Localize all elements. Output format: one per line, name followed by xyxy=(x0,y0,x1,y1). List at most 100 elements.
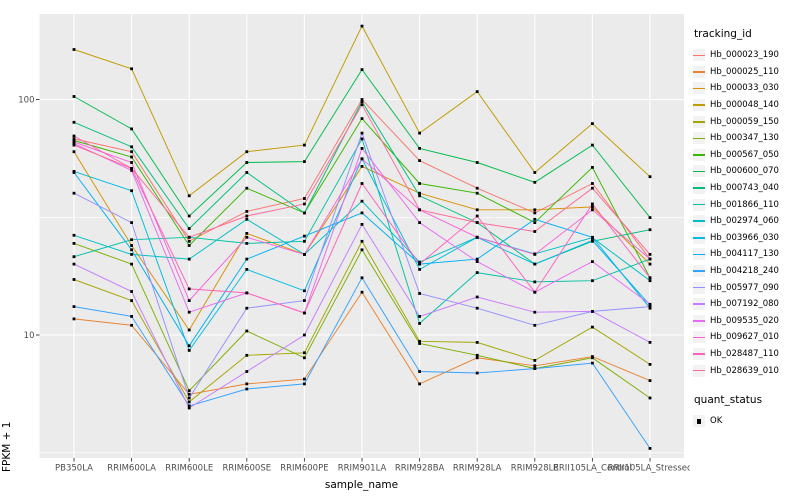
legend-entry-label: Hb_000059_150 xyxy=(710,116,779,127)
legend-key-swatch xyxy=(693,347,705,360)
data-point xyxy=(130,299,133,302)
x-tick-label: RRIM928LA xyxy=(453,464,502,474)
data-point xyxy=(360,239,364,243)
quant-legend-key xyxy=(693,415,705,428)
y-tick-label: 10 xyxy=(24,331,35,341)
data-point xyxy=(72,48,76,51)
legend-line-icon xyxy=(693,336,705,339)
legend-key-swatch xyxy=(693,265,705,278)
data-point xyxy=(360,157,364,161)
data-point xyxy=(475,90,479,93)
data-point xyxy=(475,161,479,164)
data-point xyxy=(418,182,421,185)
data-point xyxy=(187,310,191,314)
legend-key-swatch xyxy=(693,65,705,78)
data-point xyxy=(245,186,249,190)
legend-key-swatch xyxy=(693,298,705,311)
legend-entry-Hb_000025_110: Hb_000025_110 xyxy=(693,64,799,81)
data-point xyxy=(360,223,364,226)
legend-line-icon xyxy=(693,154,705,156)
legend-entry-label: Hb_028639_010 xyxy=(710,365,779,376)
data-point xyxy=(72,242,76,245)
data-point xyxy=(187,328,191,332)
data-point xyxy=(418,194,421,198)
data-point xyxy=(72,171,76,174)
tracking-legend-title: tracking_id xyxy=(694,28,752,40)
data-point xyxy=(648,447,652,450)
line-chart-canvas: PB350LA RRIM600LA RRIM600LE RRIM600SE RRIM60… xyxy=(18,14,690,474)
legend-key-swatch xyxy=(693,99,705,112)
data-point xyxy=(130,238,133,242)
data-point xyxy=(418,339,421,343)
data-point xyxy=(475,208,479,212)
data-point xyxy=(591,205,594,209)
legend-entry-Hb_000600_070: Hb_000600_070 xyxy=(693,163,799,180)
data-point xyxy=(187,244,191,247)
data-point xyxy=(591,239,594,242)
data-point xyxy=(475,260,479,263)
data-point xyxy=(360,117,364,120)
data-point xyxy=(533,180,537,184)
data-point xyxy=(591,122,594,125)
legend-key-swatch xyxy=(693,115,705,128)
data-point xyxy=(591,310,594,313)
data-point xyxy=(533,290,537,294)
data-point xyxy=(418,221,421,224)
data-point xyxy=(303,299,306,302)
legend-entry-Hb_000347_130: Hb_000347_130 xyxy=(693,130,799,147)
data-point xyxy=(648,302,652,306)
legend-line-icon xyxy=(693,137,705,140)
data-point xyxy=(648,341,652,344)
data-point xyxy=(130,221,133,224)
data-point xyxy=(130,290,133,293)
legend-entry-Hb_028639_010: Hb_028639_010 xyxy=(693,362,799,379)
legend-line-icon xyxy=(693,320,705,322)
legend-entry-label: Hb_000033_030 xyxy=(710,83,779,94)
data-point xyxy=(418,382,421,386)
data-point xyxy=(533,221,537,224)
data-point xyxy=(187,400,191,404)
data-point xyxy=(245,242,249,245)
data-point xyxy=(130,161,133,164)
data-point xyxy=(303,382,306,386)
data-point xyxy=(130,169,133,172)
data-point xyxy=(360,199,364,203)
legend-entry-label: Hb_000347_130 xyxy=(710,133,779,144)
data-point xyxy=(130,248,133,252)
data-point xyxy=(648,363,652,366)
legend-entry-Hb_000023_190: Hb_000023_190 xyxy=(693,47,799,64)
data-point xyxy=(187,227,191,230)
data-point xyxy=(591,235,594,239)
data-point xyxy=(418,315,421,318)
data-point xyxy=(591,166,594,169)
data-point xyxy=(303,356,306,360)
legend-key-swatch xyxy=(693,331,705,344)
data-point xyxy=(72,139,76,142)
data-point xyxy=(130,244,133,247)
data-point xyxy=(72,262,76,266)
data-point xyxy=(130,167,133,170)
legend-key-swatch xyxy=(693,165,705,178)
x-tick-label: RRIM600LA xyxy=(107,464,156,474)
data-point xyxy=(303,311,306,315)
data-point xyxy=(475,271,479,274)
data-point xyxy=(72,255,76,259)
data-point xyxy=(648,228,652,232)
data-point xyxy=(187,235,191,239)
data-point xyxy=(187,299,191,302)
legend-line-icon xyxy=(693,220,705,223)
legend-line-icon xyxy=(693,54,705,57)
data-point xyxy=(475,221,479,224)
legend-entry-Hb_000059_150: Hb_000059_150 xyxy=(693,113,799,130)
legend-entry-Hb_001866_110: Hb_001866_110 xyxy=(693,196,799,213)
data-point xyxy=(245,257,249,261)
data-point xyxy=(130,127,133,131)
data-point xyxy=(303,197,306,200)
y-axis-title: FPKM + 1 xyxy=(1,421,13,472)
legend-entry-Hb_007192_080: Hb_007192_080 xyxy=(693,296,799,313)
data-point xyxy=(245,329,249,333)
data-point xyxy=(130,323,133,327)
data-point xyxy=(418,208,421,212)
data-point xyxy=(245,268,249,271)
data-point xyxy=(591,356,594,360)
